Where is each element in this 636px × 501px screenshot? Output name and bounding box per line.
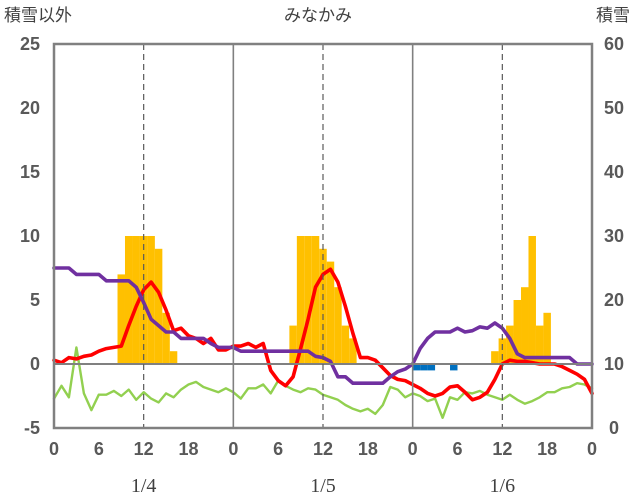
left-y-tick-label: 0 — [30, 354, 40, 374]
chart-title: みなかみ — [284, 6, 352, 25]
bar-0 — [117, 274, 125, 364]
x-tick-label: 0 — [408, 439, 418, 459]
bar-0 — [147, 236, 155, 364]
bar-1 — [412, 364, 421, 371]
x-tick-label: 12 — [313, 439, 333, 459]
left-y-tick-label: 25 — [20, 34, 40, 54]
bar-0 — [521, 287, 529, 364]
bar-0 — [506, 325, 514, 364]
left-y-tick-label: 15 — [20, 162, 40, 182]
x-tick-label: 0 — [587, 439, 597, 459]
left-y-tick-label: -5 — [24, 418, 40, 438]
bar-0 — [169, 351, 178, 364]
x-tick-label: 18 — [537, 439, 557, 459]
bars-layer — [117, 236, 551, 371]
plot-frame — [52, 42, 594, 430]
right-y-tick-label: 10 — [604, 354, 624, 374]
x-tick-label: 6 — [94, 439, 104, 459]
bar-0 — [304, 236, 312, 364]
x-tick-label: 6 — [273, 439, 283, 459]
right-axis-title: 積雪 — [596, 6, 630, 25]
x-tick-label: 0 — [228, 439, 238, 459]
date-label: 1/4 — [131, 475, 157, 497]
bar-0 — [311, 236, 320, 364]
left-y-tick-label: 5 — [30, 290, 40, 310]
frame-layer — [52, 42, 594, 430]
right-y-tick-label: 30 — [604, 226, 624, 246]
bar-0 — [491, 351, 499, 364]
bar-0 — [289, 325, 297, 364]
x-tick-label: 12 — [134, 439, 154, 459]
x-tick-label: 12 — [492, 439, 512, 459]
bar-1 — [427, 364, 436, 371]
right-y-tick-label: 40 — [604, 162, 624, 182]
bar-1 — [450, 364, 458, 371]
bar-0 — [535, 325, 544, 364]
bar-0 — [162, 312, 170, 364]
bar-0 — [349, 338, 357, 364]
right-y-tick-label: 60 — [604, 34, 624, 54]
bar-0 — [498, 338, 507, 364]
right-y-tick-label: 20 — [604, 290, 624, 310]
bar-0 — [513, 300, 522, 364]
x-tick-label: 6 — [452, 439, 462, 459]
x-tick-label: 18 — [178, 439, 198, 459]
date-label: 1/6 — [490, 475, 516, 497]
right-y-tick-label: 50 — [604, 98, 624, 118]
bar-0 — [132, 236, 140, 364]
x-tick-label: 18 — [358, 439, 378, 459]
left-y-tick-label: 20 — [20, 98, 40, 118]
x-tick-label: 0 — [49, 439, 59, 459]
bar-0 — [528, 236, 536, 364]
bar-0 — [154, 248, 163, 364]
bar-0 — [296, 236, 305, 364]
bar-0 — [341, 325, 350, 364]
right-y-tick-label: 0 — [609, 418, 619, 438]
bar-0 — [124, 236, 133, 364]
bar-0 — [334, 287, 342, 364]
bar-1 — [420, 364, 428, 371]
date-label: 1/5 — [310, 475, 336, 497]
bar-0 — [326, 261, 335, 364]
bar-0 — [543, 312, 551, 364]
left-axis-title: 積雪以外 — [4, 6, 72, 25]
left-y-tick-label: 10 — [20, 226, 40, 246]
